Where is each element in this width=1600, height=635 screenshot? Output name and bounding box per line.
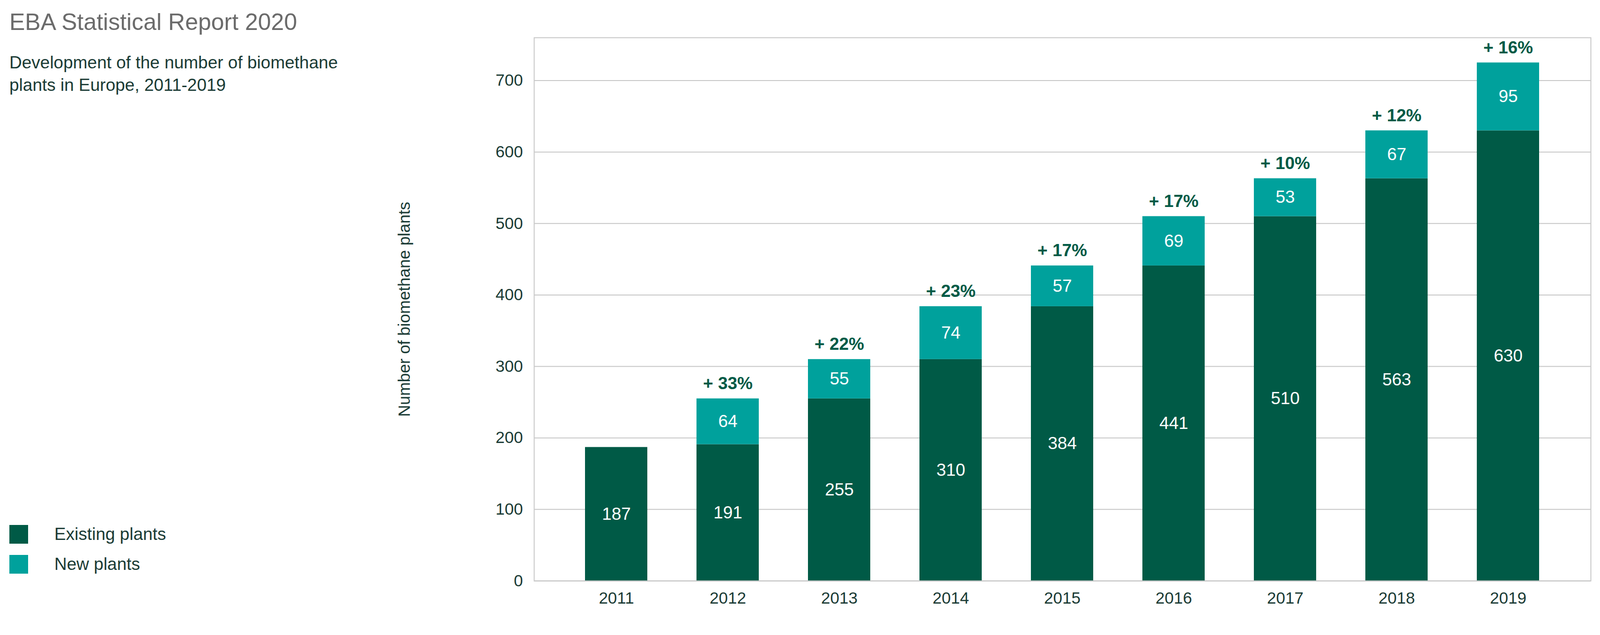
svg-text:200: 200	[495, 428, 523, 447]
html-text:EBA Statistical Report 2020: EBA Statistical Report 2020	[9, 8, 298, 36]
svg-text:+ 23%: + 23%	[925, 281, 976, 301]
svg-text:57: 57	[1052, 276, 1072, 296]
svg-text:510: 510	[1270, 388, 1300, 408]
svg-text:400: 400	[495, 285, 523, 304]
svg-text:+ 12%: + 12%	[1371, 105, 1422, 126]
svg-text:55: 55	[829, 369, 849, 389]
svg-text:69: 69	[1163, 231, 1184, 251]
svg-text:2011: 2011	[598, 588, 634, 608]
svg-text:+ 22%: + 22%	[814, 334, 865, 354]
svg-text:700: 700	[495, 70, 523, 89]
svg-text:53: 53	[1275, 187, 1295, 207]
svg-text:2017: 2017	[1266, 588, 1304, 608]
svg-text:191: 191	[713, 503, 743, 523]
svg-text:2014: 2014	[932, 588, 970, 608]
svg-text:2016: 2016	[1155, 588, 1193, 608]
svg-text:187: 187	[601, 504, 631, 524]
svg-text:74: 74	[940, 323, 961, 343]
svg-text:441: 441	[1159, 413, 1189, 433]
html-text:New plants: New plants	[54, 554, 141, 574]
svg-text:600: 600	[495, 142, 523, 161]
svg-text:384: 384	[1047, 433, 1077, 453]
html-text:Existing plants: Existing plants	[54, 524, 167, 544]
html-text:Development of the number of b: Development of the number of biomethane …	[9, 52, 338, 95]
svg-text:2015: 2015	[1044, 588, 1081, 608]
svg-text:+ 33%: + 33%	[703, 373, 753, 393]
svg-text:Number of biomethane plants: Number of biomethane plants	[394, 201, 414, 417]
svg-text:67: 67	[1386, 144, 1407, 164]
svg-text:630: 630	[1493, 346, 1523, 366]
svg-text:310: 310	[936, 460, 966, 480]
svg-text:95: 95	[1498, 86, 1518, 106]
svg-text:300: 300	[495, 356, 523, 376]
svg-text:563: 563	[1382, 370, 1412, 390]
svg-text:255: 255	[824, 480, 854, 500]
svg-text:500: 500	[495, 214, 523, 233]
svg-text:2019: 2019	[1489, 588, 1527, 608]
svg-text:64: 64	[718, 411, 738, 431]
svg-text:+ 16%: + 16%	[1483, 37, 1534, 58]
svg-text:100: 100	[495, 499, 523, 519]
svg-text:+ 10%: + 10%	[1260, 153, 1311, 173]
svg-text:+ 17%: + 17%	[1148, 191, 1199, 211]
svg-text:2018: 2018	[1378, 588, 1415, 608]
svg-text:2012: 2012	[709, 588, 747, 608]
svg-text:+ 17%: + 17%	[1037, 240, 1088, 260]
svg-text:0: 0	[513, 571, 523, 590]
svg-text:2013: 2013	[821, 588, 858, 608]
